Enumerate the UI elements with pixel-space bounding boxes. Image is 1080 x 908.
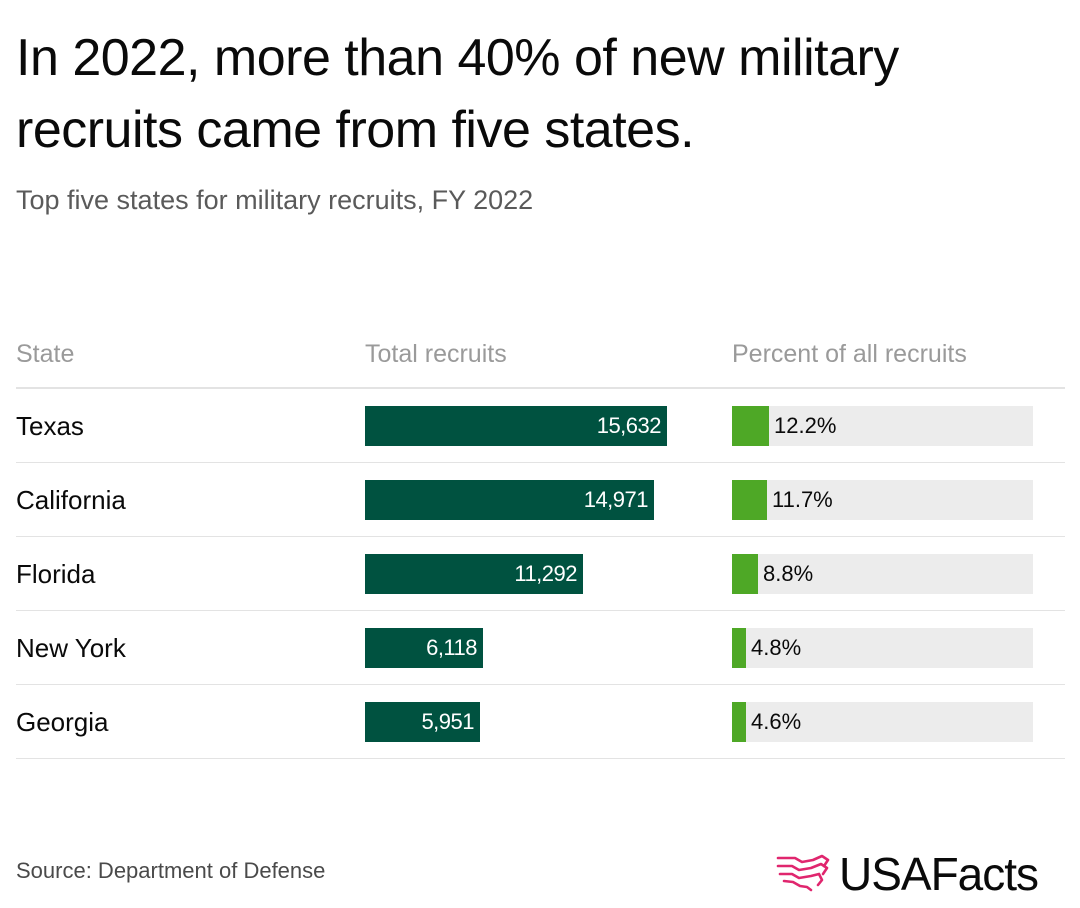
percent-value: 4.6% (751, 709, 802, 734)
percent-track: 4.6% (732, 702, 1033, 742)
total-recruits-value: 5,951 (421, 709, 474, 734)
header-divider (16, 387, 1065, 389)
table-row: Texas 15,632 12.2% (16, 389, 1065, 463)
row-divider (16, 684, 1065, 685)
state-label: Florida (16, 559, 96, 589)
percent-track: 11.7% (732, 480, 1033, 520)
total-recruits-bar: 11,292 (365, 554, 583, 594)
column-header-percent: Percent of all recruits (732, 340, 967, 368)
total-recruits-value: 11,292 (514, 561, 577, 586)
percent-track: 4.8% (732, 628, 1033, 668)
percent-bar (732, 480, 767, 520)
total-recruits-value: 15,632 (596, 413, 662, 438)
row-divider (16, 758, 1065, 759)
total-recruits-bar: 5,951 (365, 702, 480, 742)
table-row: Georgia 5,951 4.6% (16, 685, 1065, 759)
total-recruits-bar: 14,971 (365, 480, 654, 520)
row-divider (16, 610, 1065, 611)
percent-value: 8.8% (763, 561, 814, 586)
percent-track: 8.8% (732, 554, 1033, 594)
percent-bar (732, 628, 746, 668)
total-recruits-bar: 15,632 (365, 406, 667, 446)
usa-map-icon (776, 854, 830, 892)
percent-value: 11.7% (772, 487, 833, 512)
chart-subtitle: Top five states for military recruits, F… (16, 185, 534, 215)
state-label: Georgia (16, 707, 109, 737)
percent-value: 4.8% (751, 635, 802, 660)
percent-value: 12.2% (774, 413, 837, 438)
percent-track: 12.2% (732, 406, 1033, 446)
chart-title: In 2022, more than 40% of new military r… (16, 29, 899, 159)
percent-bar (732, 554, 758, 594)
total-recruits-value: 6,118 (426, 635, 477, 660)
percent-bar (732, 702, 746, 742)
column-header-state: State (16, 340, 75, 368)
source-note: Source: Department of Defense (16, 858, 326, 883)
total-recruits-value: 14,971 (583, 487, 649, 512)
percent-bar (732, 406, 769, 446)
table-row: Florida 11,292 8.8% (16, 537, 1065, 611)
state-label: Texas (16, 411, 84, 441)
table-row: California 14,971 11.7% (16, 463, 1065, 537)
state-label: New York (16, 633, 126, 663)
row-divider (16, 462, 1065, 463)
table-row: New York 6,118 4.8% (16, 611, 1065, 685)
state-label: California (16, 485, 126, 515)
row-divider (16, 536, 1065, 537)
brand-wordmark: USAFacts (839, 848, 1039, 900)
column-header-total-recruits: Total recruits (365, 340, 507, 368)
total-recruits-bar: 6,118 (365, 628, 483, 668)
